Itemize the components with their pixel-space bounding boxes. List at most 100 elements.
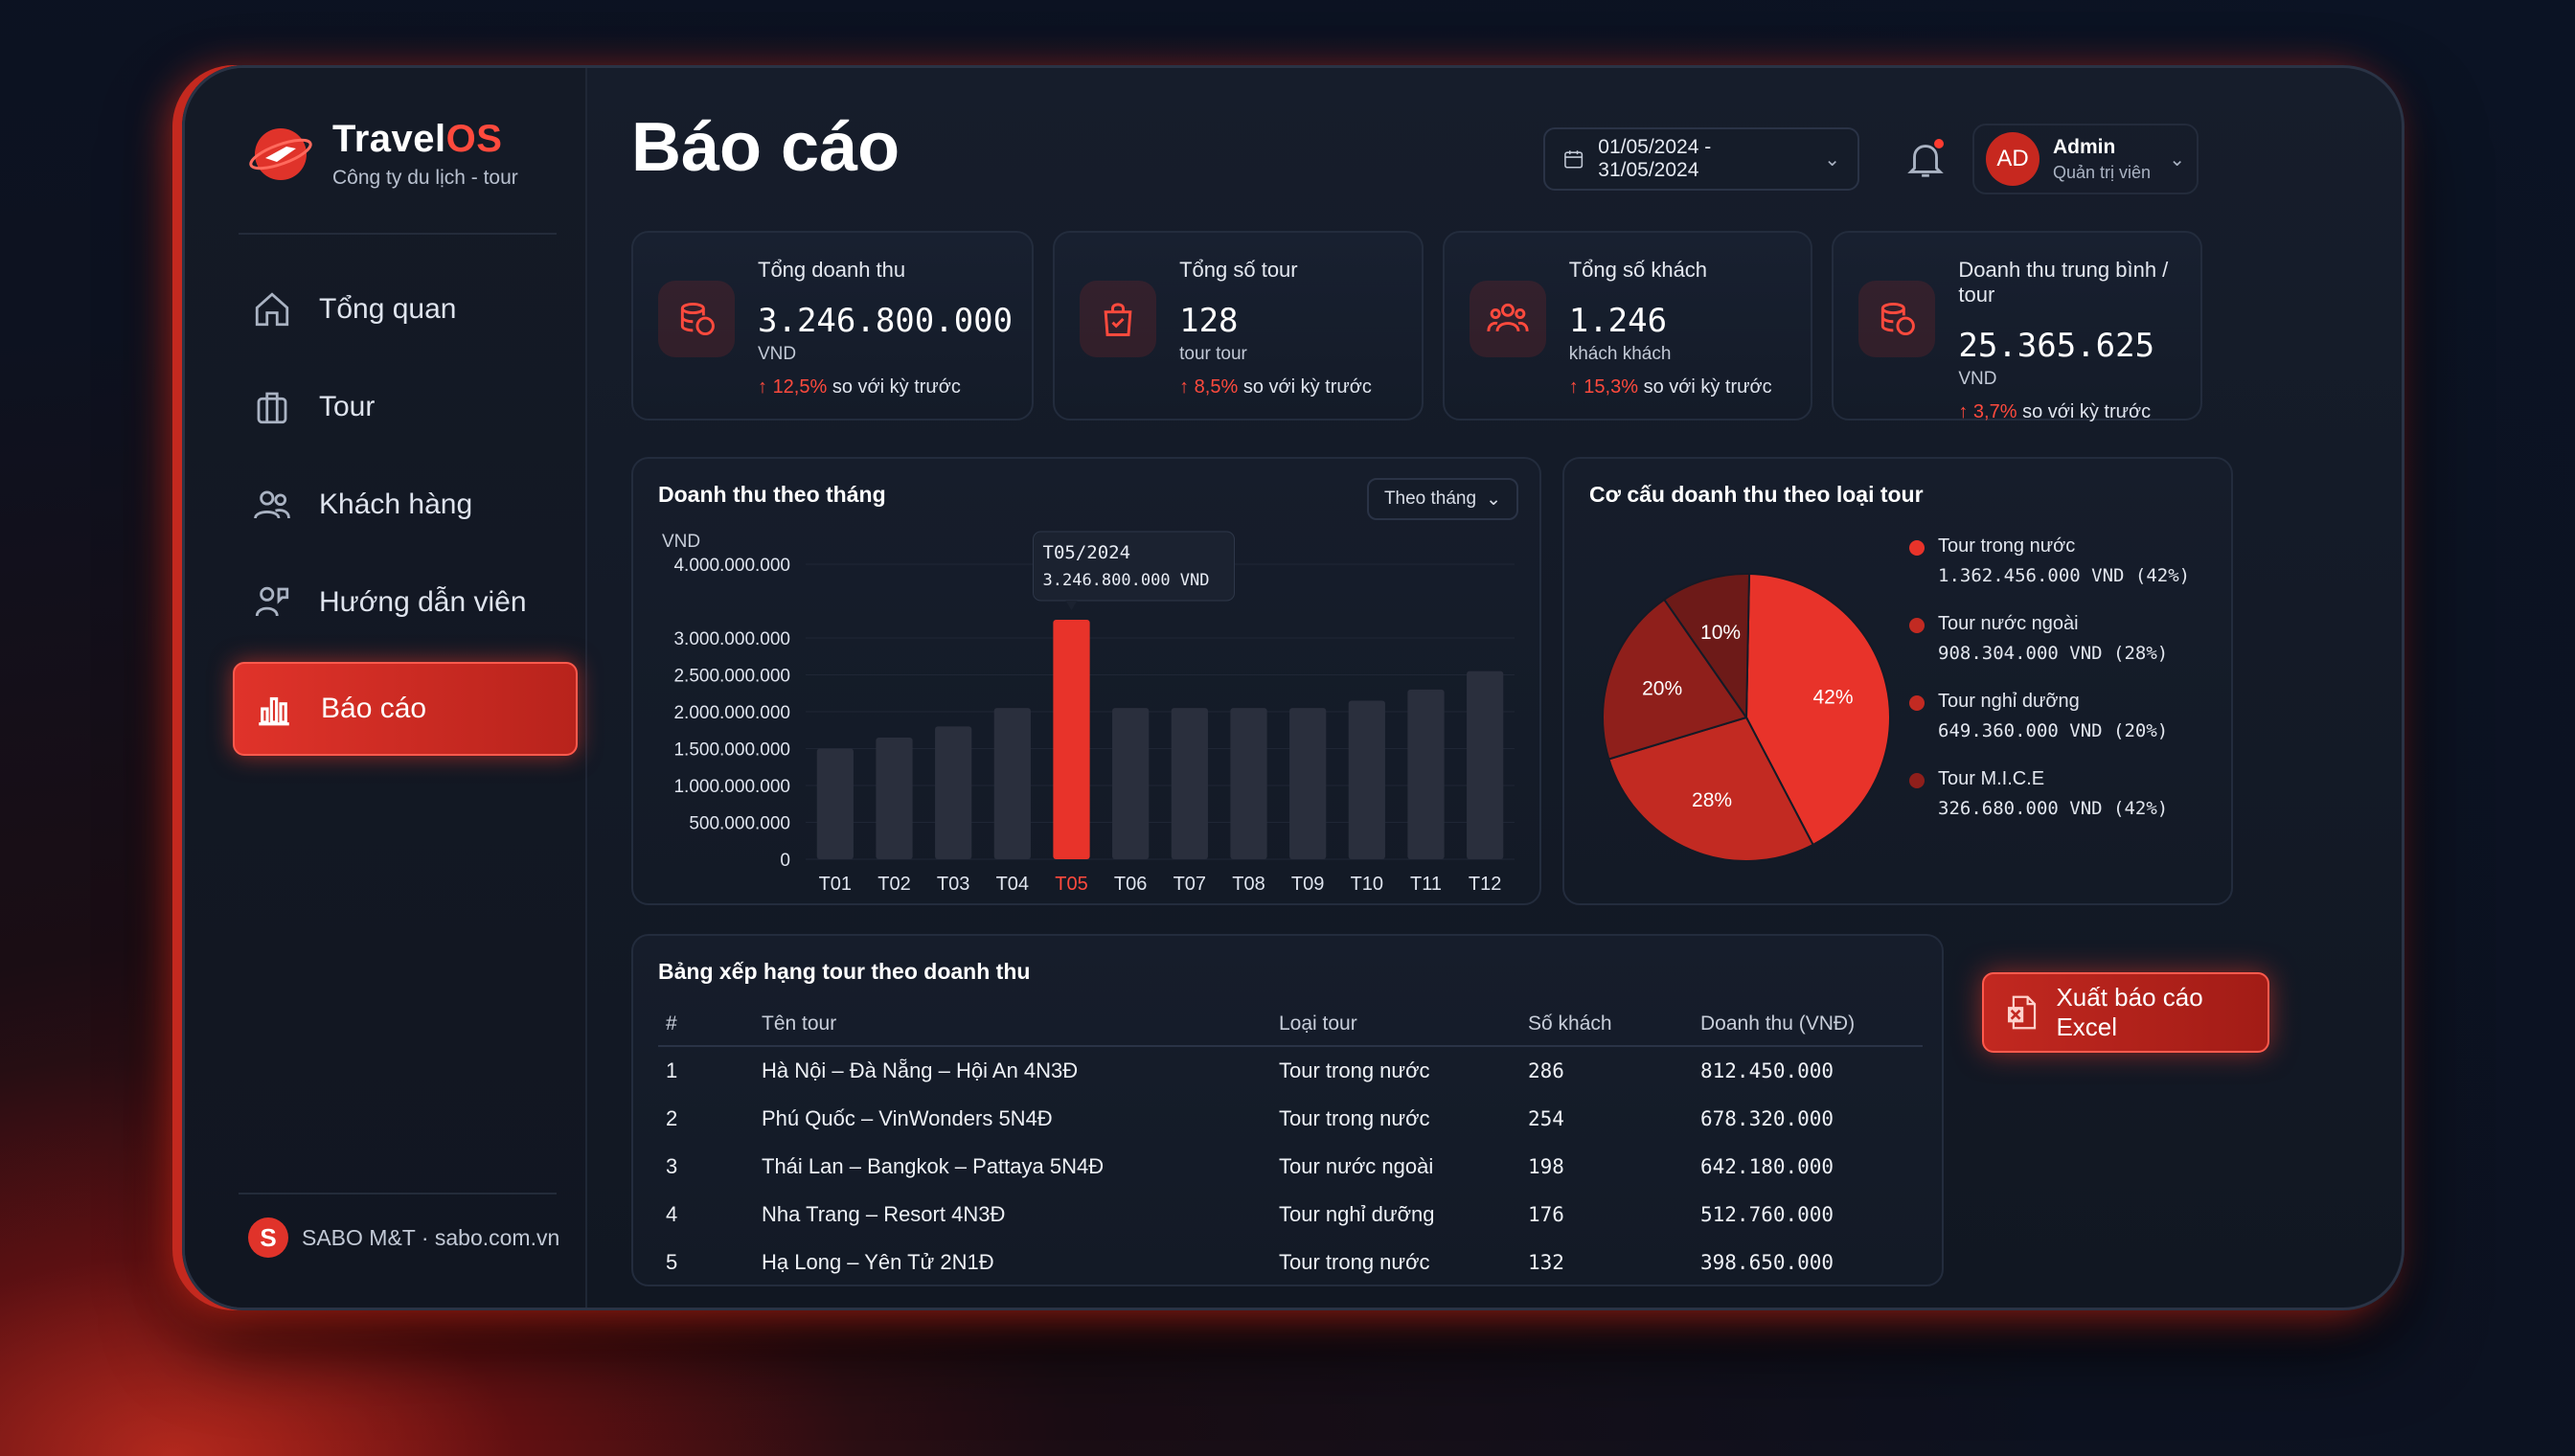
kpi-label: Tổng doanh thu [758,258,906,282]
monthly-revenue-panel: Doanh thu theo tháng Theo tháng ⌄ VND 4.0… [631,457,1541,905]
suitcase-icon [257,392,287,424]
column-header[interactable]: Số khách [1520,1003,1693,1047]
legend-name: Tour M.I.C.E [1938,768,2045,789]
user-menu[interactable]: AD Admin Quản trị viên ⌄ [1972,124,2199,194]
bar-t12[interactable] [1467,671,1504,859]
bar-t10[interactable] [1348,700,1385,859]
sidebar-divider [239,233,557,235]
column-header[interactable]: Tên tour [754,1003,1271,1047]
arrow-up-icon: ↑ [1179,376,1195,398]
tour-type-cell: Tour nước ngoài [1279,1154,1434,1178]
sidebar: TravelOS Công ty du lịch - tour Tổng qua… [185,68,587,1308]
pie-slice-4[interactable] [1662,573,1751,721]
arrow-up-icon: ↑ [758,376,773,398]
bar-t08[interactable] [1230,708,1267,859]
sidebar-item-bao-cao[interactable]: Báo cáo [233,662,578,756]
kpi-card-revenue[interactable]: Tổng doanh thu 3.246.800.000 VND ↑ 12,5%… [631,231,1035,421]
x-tick-label: T08 [1232,874,1265,895]
revenue-cell: 512.760.000 [1700,1203,1834,1226]
x-tick-label: T01 [819,874,852,895]
bar-t02[interactable] [876,737,913,859]
tooltip-pointer [1065,600,1078,610]
column-header[interactable]: Doanh thu (VNĐ) [1693,1003,1923,1047]
rank-cell: 5 [666,1250,678,1274]
x-tick-label: T07 [1174,874,1206,895]
table-row[interactable]: 1 Hà Nội – Đà Nẵng – Hội An 4N3Đ Tour tr… [658,1046,1923,1095]
column-header[interactable]: # [658,1003,754,1047]
table-row[interactable]: 3 Thái Lan – Bangkok – Pattaya 5N4Đ Tour… [658,1143,1923,1191]
date-range-value: 01/05/2024 - 31/05/2024 [1598,136,1712,181]
sabo-logo-icon: S [248,1217,288,1258]
legend-dot [1909,618,1925,633]
bar-t03[interactable] [935,726,972,859]
y-tick-label: 0 [780,851,790,871]
sidebar-footer: S SABO M&T · sabo.com.vn [248,1217,559,1258]
table-header-row: # Tên tour Loại tour Số khách Doanh thu … [658,1003,1923,1047]
sidebar-item-label: Khách hàng [319,489,473,520]
legend-item[interactable]: Tour trong nước 1.362.456.000 VND (42%) [1909,535,2216,586]
pie-slice-3[interactable] [1602,598,1748,761]
period-dropdown[interactable]: Theo tháng ⌄ [1366,478,1518,520]
kpi-delta: ↑ 8,5% so với kỳ trước [1179,376,1372,398]
kpi-card-tours[interactable]: Tổng số tour 128 tour tour ↑ 8,5% so với… [1053,231,1424,421]
monthly-revenue-bar-chart: VND 4.000.000.000 3.000.000.000 2.500.000.0… [662,531,1515,895]
date-range-picker[interactable]: 01/05/2024 - 31/05/2024 ⌄ [1543,127,1859,191]
x-tick-label: T03 [937,874,969,895]
pie-legend: Tour trong nước 1.362.456.000 VND (42%) T… [1909,535,2216,846]
bar-t05[interactable] [1053,619,1090,859]
bar-t04[interactable] [993,708,1031,859]
legend-dot [1909,540,1925,556]
export-button-label: Xuất báo cáo Excel [2056,983,2203,1041]
y-axis-unit: VND [662,532,700,552]
bar-t01[interactable] [816,748,854,860]
bar-t09[interactable] [1289,708,1327,859]
legend-item[interactable]: Tour nước ngoài 908.304.000 VND (28%) [1909,613,2216,664]
kpi-value: 1.246 [1568,302,1668,340]
kpi-card-avg-revenue[interactable]: Doanh thu trung bình / tour 25.365.625 V… [1832,231,2202,422]
y-tick-label: 1.000.000.000 [673,777,790,797]
pie-slice-2[interactable] [1607,716,1814,862]
brand-name: TravelOS [332,118,503,160]
customers-cell: 198 [1528,1155,1564,1178]
table-row[interactable]: 5 Hạ Long – Yên Tử 2N1Đ Tour trong nước … [658,1239,1923,1286]
bar-t11[interactable] [1407,689,1445,859]
sidebar-item-label: Hướng dẫn viên [319,586,527,618]
table-row[interactable]: 2 Phú Quốc – VinWonders 5N4Đ Tour trong … [658,1095,1923,1143]
tour-type-cell: Tour trong nước [1279,1250,1430,1274]
sidebar-footer-divider [239,1193,557,1194]
bar-t07[interactable] [1171,708,1208,859]
tour-name-cell: Hạ Long – Yên Tử 2N1Đ [762,1250,994,1274]
y-tick-label: 2.500.000.000 [673,667,790,687]
legend-value: 908.304.000 VND (28%) [1938,643,2169,664]
notification-bell-icon[interactable] [1903,137,1948,181]
kpi-card-customers[interactable]: Tổng số khách 1.246 khách khách ↑ 15,3% … [1442,231,1813,421]
coins-icon [658,281,735,357]
revenue-cell: 812.450.000 [1700,1059,1834,1082]
y-tick-label: 1.500.000.000 [673,740,790,761]
x-tick-label: T06 [1114,874,1147,895]
sidebar-item-tour[interactable]: Tour [233,367,578,447]
export-excel-button[interactable]: Xuất báo cáo Excel [1982,972,2269,1053]
customers-cell: 286 [1528,1059,1564,1082]
kpi-label: Doanh thu trung bình / tour [1958,258,2169,307]
sidebar-item-huong-dan-vien[interactable]: Hướng dẫn viên [233,562,578,643]
bar-chart-icon [259,696,289,726]
legend-item[interactable]: Tour nghỉ dưỡng 649.360.000 VND (20%) [1909,691,2216,741]
x-tick-label: T02 [877,874,910,895]
table-row[interactable]: 4 Nha Trang – Resort 4N3Đ Tour nghỉ dưỡn… [658,1191,1923,1239]
legend-item[interactable]: Tour M.I.C.E 326.680.000 VND (42%) [1909,768,2216,819]
brand[interactable]: TravelOS Công ty du lịch - tour [248,118,518,190]
notification-dot [1934,139,1944,148]
column-header[interactable]: Loại tour [1271,1003,1520,1047]
excel-icon [2007,995,2037,1030]
sidebar-item-khach-hang[interactable]: Khách hàng [233,465,578,545]
pie-slice-1[interactable] [1744,573,1890,847]
kpi-label: Tổng số khách [1568,258,1708,282]
y-tick-label: 3.000.000.000 [673,629,790,649]
legend-name: Tour trong nước [1938,535,2076,557]
sidebar-item-tong-quan[interactable]: Tổng quan [233,269,578,350]
tour-name-cell: Nha Trang – Resort 4N3Đ [762,1202,1006,1226]
bar-t06[interactable] [1112,708,1150,859]
sidebar-item-label: Báo cáo [321,693,427,724]
coins-icon [1858,281,1936,357]
